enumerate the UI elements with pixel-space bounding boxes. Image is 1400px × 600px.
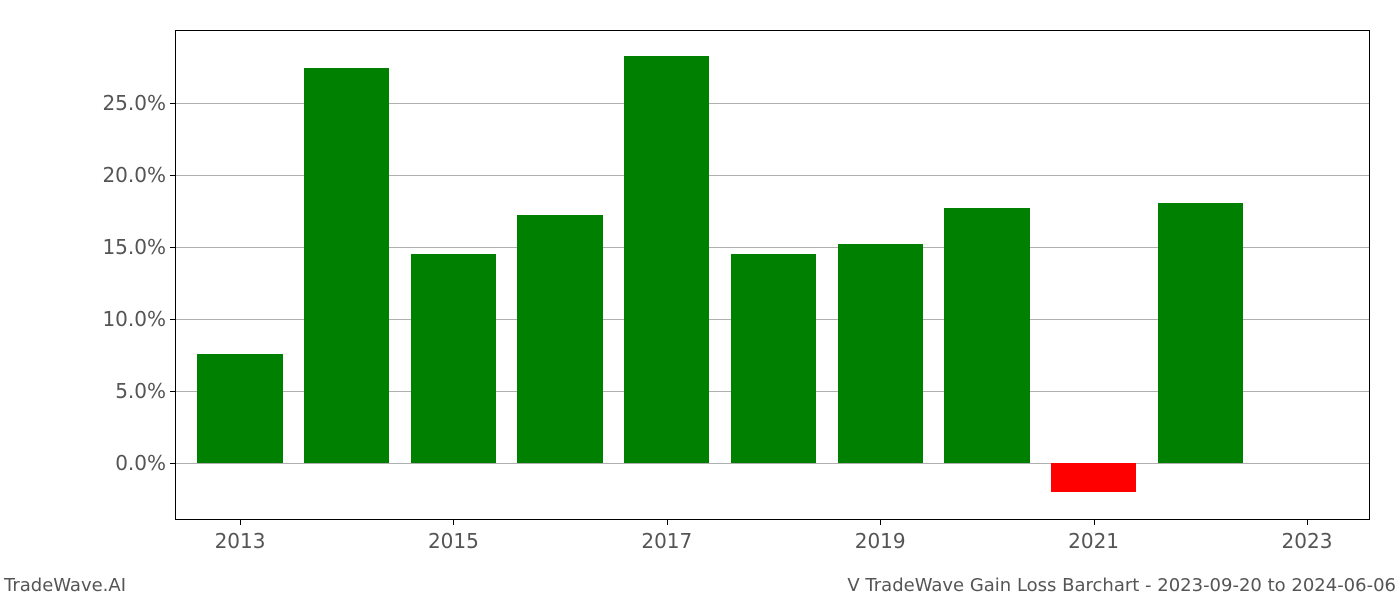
xtick-label: 2013 — [215, 519, 266, 553]
ytick-label: 5.0% — [115, 379, 176, 403]
bar — [944, 208, 1029, 463]
bar — [1158, 203, 1243, 464]
bar — [304, 68, 389, 463]
bar — [731, 254, 816, 463]
bar — [517, 215, 602, 463]
bar — [624, 56, 709, 464]
bar — [411, 254, 496, 463]
footer-left: TradeWave.AI — [4, 575, 126, 596]
ytick-label: 10.0% — [102, 307, 176, 331]
footer-right: V TradeWave Gain Loss Barchart - 2023-09… — [847, 575, 1396, 596]
bar — [197, 354, 282, 464]
xtick-label: 2023 — [1282, 519, 1333, 553]
ytick-label: 0.0% — [115, 451, 176, 475]
grid-line — [176, 463, 1369, 464]
ytick-label: 20.0% — [102, 163, 176, 187]
xtick-label: 2015 — [428, 519, 479, 553]
bar — [1051, 463, 1136, 492]
ytick-label: 15.0% — [102, 235, 176, 259]
xtick-label: 2021 — [1068, 519, 1119, 553]
figure: 0.0% 5.0% 10.0% 15.0% 20.0% 25.0% 2013 2015 2017… — [0, 0, 1400, 600]
bar — [838, 244, 923, 463]
plot-area: 0.0%5.0%10.0%15.0%20.0%25.0%201320152017… — [175, 30, 1370, 520]
ytick-label: 25.0% — [102, 91, 176, 115]
xtick-label: 2017 — [641, 519, 692, 553]
xtick-label: 2019 — [855, 519, 906, 553]
